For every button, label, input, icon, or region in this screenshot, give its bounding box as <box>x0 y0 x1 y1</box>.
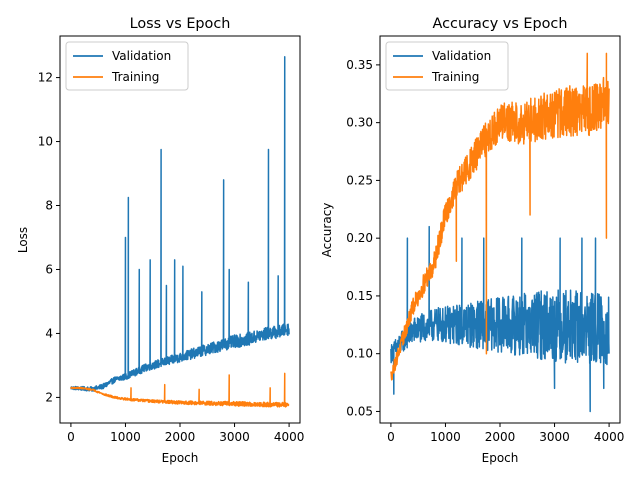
loss-chart-ticks: 0 1000 2000 3000 4000 2 4 6 8 10 12 <box>38 71 305 444</box>
loss-y-tick-label: 12 <box>38 71 53 85</box>
loss-chart-x-axis-label: Epoch <box>162 451 199 465</box>
loss-chart: Loss vs Epoch Epoch Loss 0 1000 2000 3000 40… <box>16 16 304 465</box>
accuracy-y-tick-label: 0.35 <box>346 58 373 72</box>
accuracy-y-tick-label: 0.05 <box>346 404 373 418</box>
loss-x-tick-label: 0 <box>67 430 75 444</box>
loss-legend-training-label: Training <box>111 70 159 84</box>
accuracy-chart: Accuracy vs Epoch Epoch Accuracy 0 1000 20… <box>320 16 624 465</box>
accuracy-y-tick-label: 0.15 <box>346 289 373 303</box>
loss-y-tick-label: 4 <box>45 326 53 340</box>
accuracy-x-tick-label: 1000 <box>430 430 461 444</box>
accuracy-series-validation-line <box>390 225 610 413</box>
accuracy-chart-x-axis-label: Epoch <box>482 451 519 465</box>
loss-chart-axes-frame <box>59 35 301 424</box>
accuracy-chart-lines <box>390 52 610 413</box>
accuracy-chart-y-axis-label: Accuracy <box>320 203 334 258</box>
accuracy-chart-legend: Validation Training <box>385 41 509 91</box>
accuracy-chart-title: Accuracy vs Epoch <box>433 16 568 32</box>
loss-x-tick-label: 4000 <box>274 430 305 444</box>
loss-x-tick-label: 3000 <box>219 430 250 444</box>
loss-chart-lines <box>70 56 290 408</box>
loss-legend-box <box>65 41 189 91</box>
accuracy-chart-ticks: 0 1000 2000 3000 4000 0.05 0.10 0.15 0.20 0.25 0.3… <box>346 58 624 444</box>
accuracy-legend-box <box>385 41 509 91</box>
loss-chart-legend: Validation Training <box>65 41 189 91</box>
accuracy-y-tick-label: 0.20 <box>346 231 373 245</box>
loss-y-tick-label: 8 <box>45 199 53 213</box>
accuracy-legend-training-label: Training <box>431 70 479 84</box>
loss-x-tick-label: 1000 <box>110 430 141 444</box>
accuracy-x-tick-label: 3000 <box>539 430 570 444</box>
loss-series-validation-line <box>70 56 290 392</box>
accuracy-y-tick-label: 0.30 <box>346 116 373 130</box>
loss-y-tick-label: 10 <box>38 135 53 149</box>
loss-x-tick-label: 2000 <box>165 430 196 444</box>
accuracy-legend-validation-label: Validation <box>432 49 491 63</box>
accuracy-x-tick-label: 0 <box>387 430 395 444</box>
loss-chart-title: Loss vs Epoch <box>130 16 231 32</box>
accuracy-x-tick-label: 2000 <box>485 430 516 444</box>
accuracy-y-tick-label: 0.10 <box>346 347 373 361</box>
accuracy-series-training-line <box>390 52 610 381</box>
accuracy-y-tick-label: 0.25 <box>346 173 373 187</box>
loss-chart-y-axis-label: Loss <box>16 227 30 253</box>
loss-y-tick-label: 2 <box>45 390 53 404</box>
loss-series-training-line <box>70 372 290 408</box>
loss-y-tick-label: 6 <box>45 262 53 276</box>
loss-legend-validation-label: Validation <box>112 49 171 63</box>
accuracy-chart-axes-frame <box>379 35 621 424</box>
accuracy-x-tick-label: 4000 <box>594 430 625 444</box>
